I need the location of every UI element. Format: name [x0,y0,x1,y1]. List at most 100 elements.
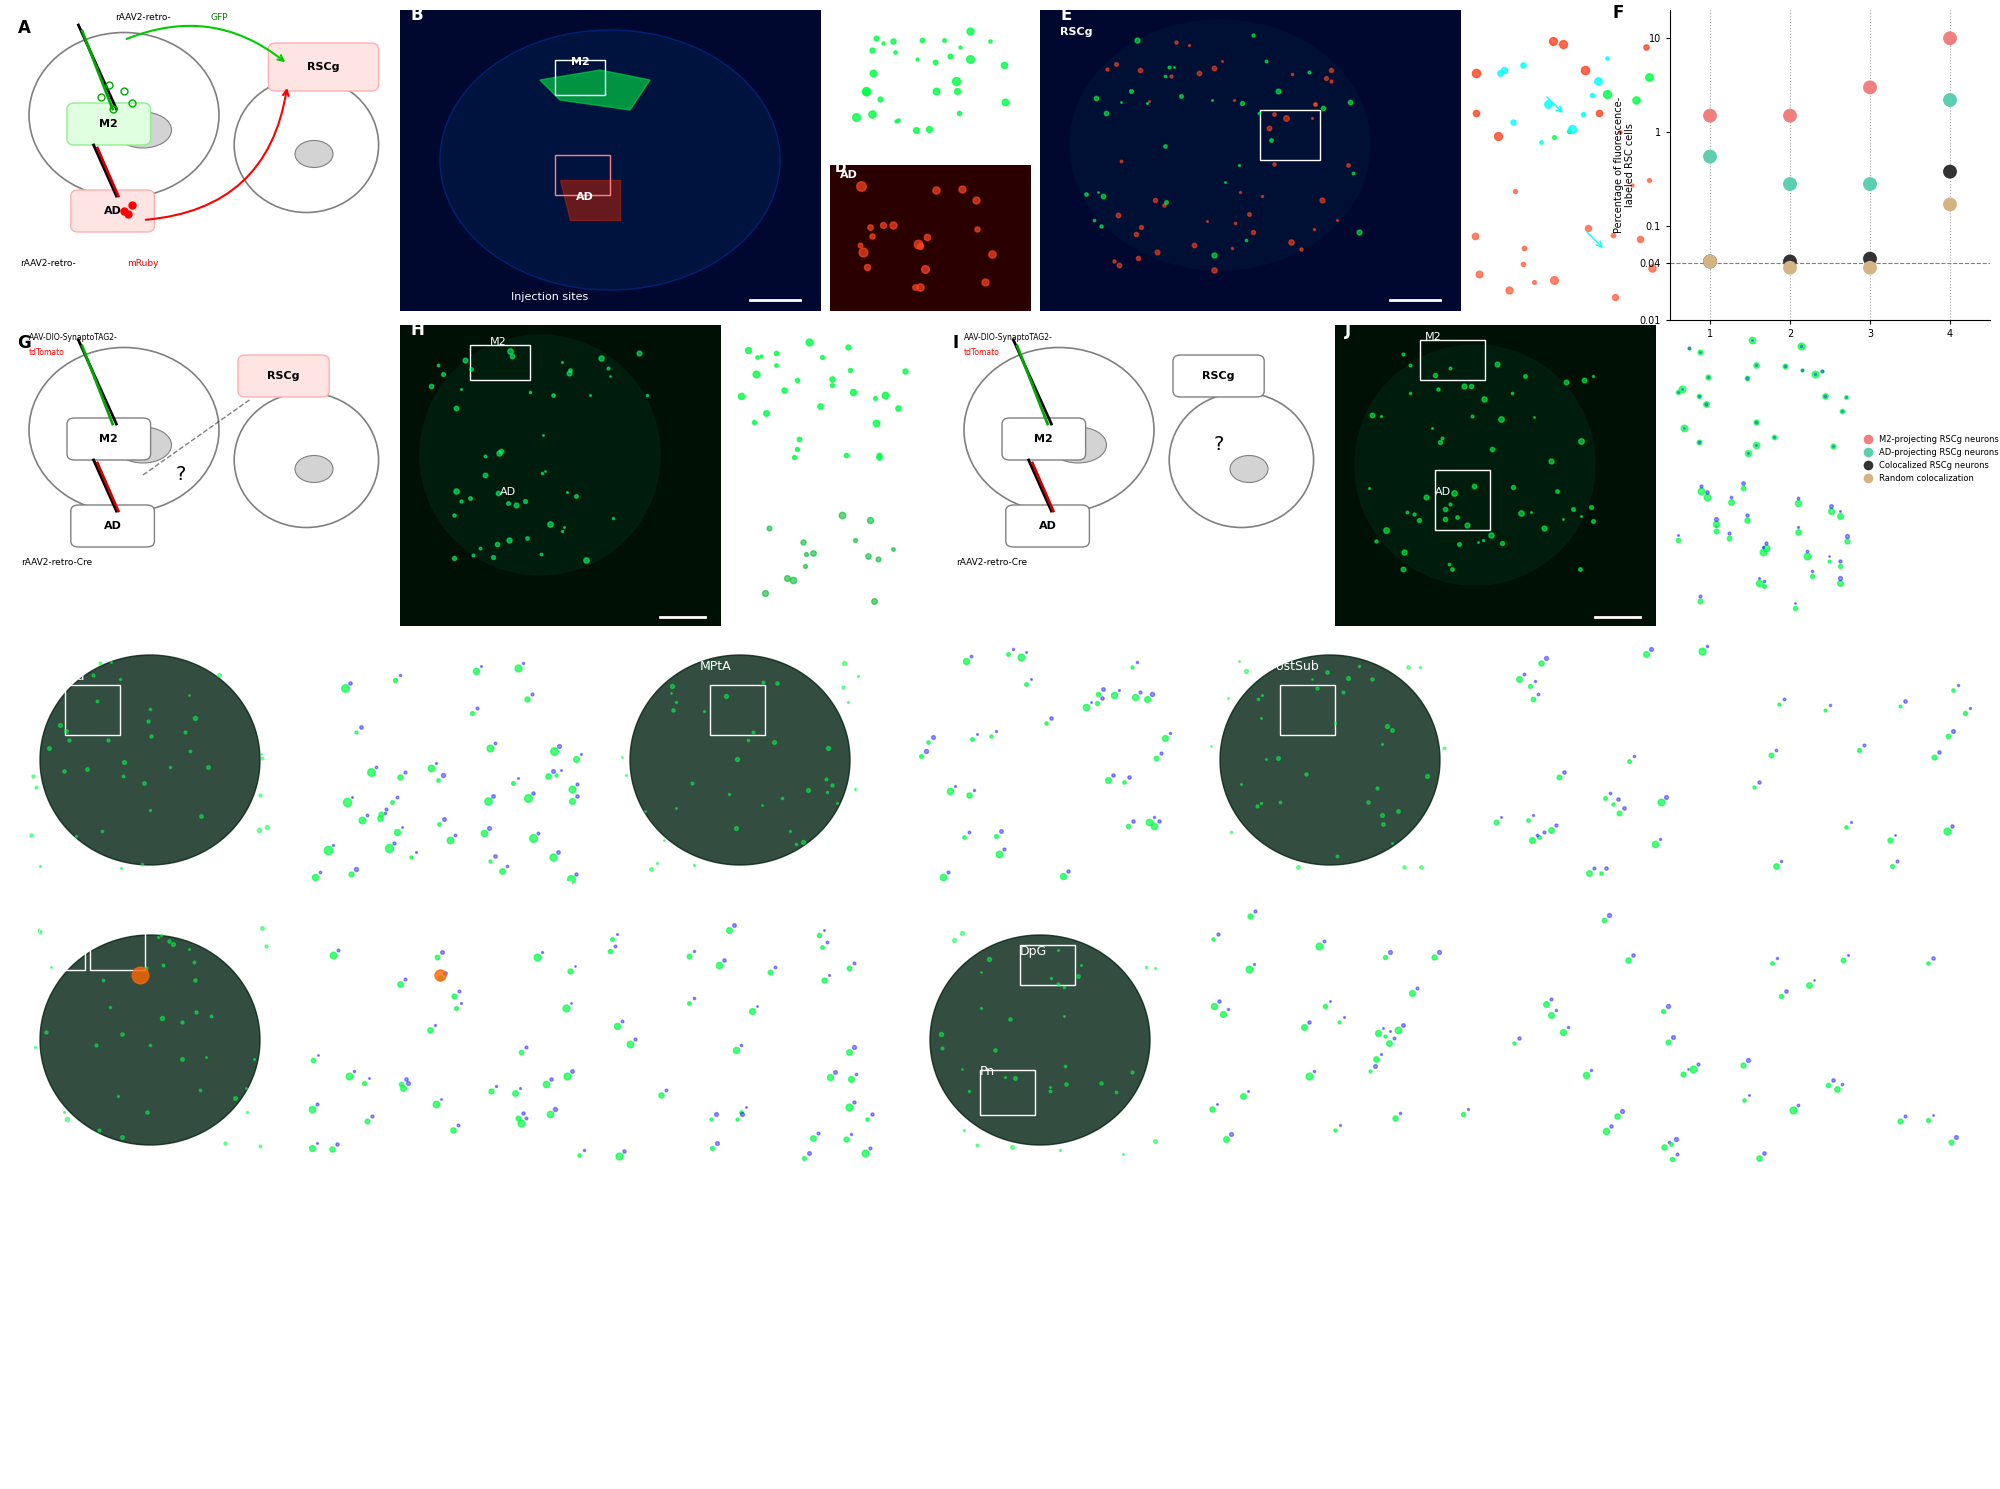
Text: M2: M2 [1034,433,1054,444]
Bar [1420,339,1484,380]
FancyBboxPatch shape [238,354,330,398]
Text: mRuby: mRuby [128,259,158,268]
Polygon shape [560,180,620,220]
Point [1854,247,1886,271]
Bar [1260,110,1320,159]
Point [1774,250,1806,274]
Text: AAV-DIO-SynaptoTAG2-: AAV-DIO-SynaptoTAG2- [28,334,118,342]
Point [1694,104,1726,128]
FancyBboxPatch shape [70,191,154,232]
Text: AD: AD [840,170,858,180]
Bar [470,345,530,380]
Text: rAAV2-retro-Cre: rAAV2-retro-Cre [956,558,1028,567]
Polygon shape [630,655,850,865]
Bar [556,155,610,195]
Point [1774,104,1806,128]
Bar [980,1071,1036,1115]
Bar [710,685,764,736]
Point [1854,76,1886,100]
Text: Injection sites: Injection sites [512,292,588,302]
Bar [1436,471,1490,530]
Polygon shape [40,935,260,1145]
Y-axis label: Percentage of fluorescence-
labeled RSC cells: Percentage of fluorescence- labeled RSC … [1614,97,1636,234]
Text: M2: M2 [100,433,118,444]
Ellipse shape [1230,456,1268,482]
Polygon shape [1070,19,1370,270]
Ellipse shape [296,140,332,167]
Text: M2: M2 [100,119,118,130]
Text: PostSub: PostSub [1270,660,1320,673]
Text: ?: ? [1214,435,1224,454]
Point [1854,173,1886,197]
Text: M: M [1200,636,1216,654]
Point [1694,250,1726,274]
Text: I: I [952,334,958,351]
Bar [90,931,146,969]
Text: rAAV2-retro-: rAAV2-retro- [20,259,76,268]
Text: AD: AD [1038,521,1056,532]
FancyBboxPatch shape [268,43,378,91]
Text: RSCg: RSCg [268,371,300,381]
Text: J: J [1344,322,1352,339]
Text: AD: AD [576,192,594,203]
Polygon shape [440,30,780,290]
Ellipse shape [114,427,172,463]
Text: V2L: V2L [96,917,114,928]
Text: V2ML: V2ML [310,905,344,919]
Ellipse shape [114,112,172,147]
Text: rAAV2-retro-Cre: rAAV2-retro-Cre [22,558,92,567]
Point [1694,144,1726,168]
Text: M2: M2 [490,337,506,347]
Text: DpG: DpG [1500,905,1528,919]
Point [1934,27,1966,51]
Point [1694,250,1726,274]
Text: MPtA: MPtA [700,660,732,673]
Text: LD: LD [750,487,764,497]
Text: V2ML: V2ML [36,928,62,937]
Text: M2: M2 [570,57,590,67]
FancyBboxPatch shape [68,103,150,144]
Text: AD: AD [500,487,516,497]
FancyBboxPatch shape [1006,505,1090,546]
Text: Pn: Pn [1200,905,1216,919]
Polygon shape [930,935,1150,1145]
Text: M2: M2 [1424,332,1442,342]
Text: K: K [20,636,32,654]
Polygon shape [420,335,660,575]
Text: E: E [1060,6,1072,24]
FancyBboxPatch shape [1172,354,1264,398]
Text: RSCg: RSCg [1060,27,1092,37]
Text: MPtA': MPtA' [900,640,936,654]
Bar [66,685,120,736]
Bar [556,60,604,95]
Text: RSCg: RSCg [308,63,340,71]
Text: B: B [410,6,422,24]
Text: A: A [18,19,30,37]
Legend: M2-projecting RSCg neurons, AD-projecting RSCg neurons, Colocalized RSCg neurons: M2-projecting RSCg neurons, AD-projectin… [1856,432,2000,487]
Text: H: H [410,322,424,339]
Text: F: F [1612,4,1624,22]
Text: tdTomato: tdTomato [28,348,64,357]
Point [1934,88,1966,112]
Ellipse shape [1050,427,1106,463]
FancyBboxPatch shape [1002,418,1086,460]
Text: G: G [18,334,32,351]
Bar [1280,685,1336,736]
Text: AAV-DIO-SynaptoTAG2-: AAV-DIO-SynaptoTAG2- [964,334,1052,342]
Text: Pn: Pn [980,1065,996,1078]
Text: tdTomato: tdTomato [964,348,1000,357]
Text: O: O [910,901,924,919]
Point [1774,173,1806,197]
Text: ?: ? [176,466,186,484]
Text: C: C [836,6,846,19]
Text: L: L [610,636,620,654]
Text: AD: AD [1676,479,1690,490]
FancyBboxPatch shape [68,418,150,460]
Text: AD: AD [1436,487,1452,497]
Text: N: N [20,901,34,919]
Point [1854,256,1886,280]
Polygon shape [1220,655,1440,865]
Text: GFP: GFP [210,13,228,22]
Point [1934,192,1966,216]
Text: CPu: CPu [310,640,334,654]
